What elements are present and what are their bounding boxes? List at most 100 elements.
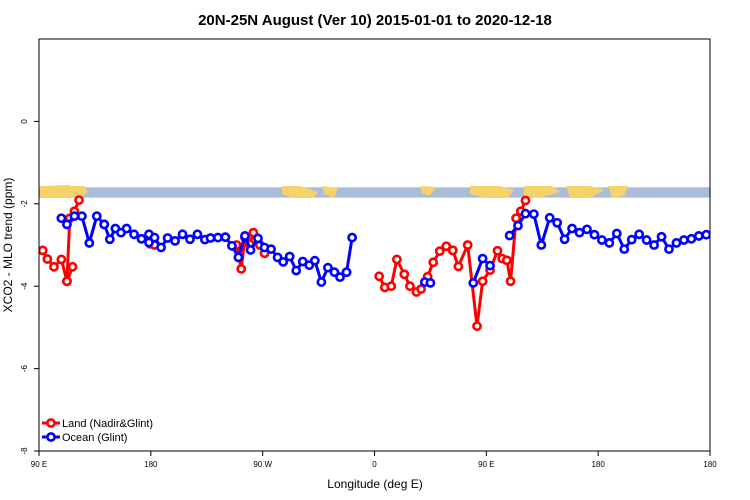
data-point bbox=[391, 254, 402, 265]
data-point bbox=[567, 223, 577, 234]
data-point bbox=[504, 230, 515, 241]
data-point bbox=[477, 276, 488, 287]
data-point bbox=[323, 262, 333, 273]
data-point bbox=[544, 212, 555, 223]
x-tick-label: 180 bbox=[144, 460, 158, 469]
data-point bbox=[39, 245, 48, 256]
data-point bbox=[253, 233, 263, 244]
legend: Land (Nadir&Glint) Ocean (Glint) bbox=[42, 418, 153, 444]
data-point bbox=[220, 232, 231, 243]
data-point bbox=[619, 244, 630, 255]
data-point bbox=[76, 211, 87, 222]
data-point bbox=[416, 284, 426, 294]
data-point bbox=[649, 240, 659, 250]
series-ocean bbox=[56, 208, 710, 288]
y-tick-label: -6 bbox=[20, 364, 29, 372]
y-axis: -8 -6 -4 -2 0 bbox=[20, 119, 39, 455]
data-point bbox=[69, 211, 80, 222]
map-land bbox=[608, 186, 628, 198]
x-tick-label: 90 E bbox=[31, 460, 47, 469]
data-point bbox=[552, 217, 563, 228]
legend-item-land: Land (Nadir&Glint) bbox=[42, 418, 153, 430]
data-point bbox=[192, 229, 203, 240]
data-point bbox=[99, 219, 110, 230]
data-point bbox=[671, 238, 682, 248]
data-point bbox=[245, 245, 256, 255]
legend-label-ocean: Ocean (Glint) bbox=[62, 432, 127, 444]
data-point bbox=[91, 211, 102, 222]
data-point bbox=[693, 231, 704, 241]
data-point bbox=[121, 223, 132, 234]
legend-label-land: Land (Nadir&Glint) bbox=[62, 418, 153, 430]
data-point bbox=[240, 231, 250, 241]
data-point bbox=[574, 227, 585, 238]
data-point bbox=[316, 277, 327, 287]
data-point bbox=[62, 276, 72, 287]
map-land bbox=[40, 185, 78, 198]
data-point bbox=[136, 233, 147, 244]
legend-marker-ocean bbox=[46, 432, 56, 442]
map-land bbox=[420, 186, 436, 196]
data-point bbox=[149, 232, 160, 243]
data-point bbox=[67, 261, 78, 272]
data-point bbox=[679, 235, 689, 245]
data-point bbox=[347, 232, 358, 243]
data-point bbox=[501, 255, 512, 266]
x-tick-label: 180 bbox=[591, 460, 605, 469]
data-point bbox=[472, 321, 482, 332]
data-point bbox=[236, 263, 247, 274]
data-point bbox=[309, 255, 320, 266]
data-point bbox=[278, 256, 289, 267]
data-point bbox=[520, 195, 531, 206]
data-point bbox=[641, 235, 652, 245]
data-point bbox=[284, 251, 295, 262]
data-point bbox=[162, 233, 173, 243]
data-point bbox=[170, 235, 180, 246]
data-point bbox=[84, 238, 95, 248]
data-point bbox=[104, 234, 115, 245]
data-point bbox=[441, 241, 452, 252]
data-point bbox=[341, 267, 352, 278]
legend-item-ocean: Ocean (Glint) bbox=[42, 432, 127, 444]
data-point bbox=[485, 260, 495, 271]
series-line bbox=[345, 237, 354, 273]
data-point bbox=[611, 228, 622, 239]
data-point bbox=[291, 265, 302, 276]
data-point bbox=[49, 261, 59, 272]
data-point bbox=[634, 229, 645, 240]
data-point bbox=[233, 252, 244, 263]
data-point bbox=[664, 244, 674, 255]
data-point bbox=[266, 244, 276, 255]
y-tick-label: -8 bbox=[20, 447, 29, 455]
data-point bbox=[335, 272, 345, 283]
data-point bbox=[701, 229, 710, 240]
data-point bbox=[582, 224, 592, 235]
y-axis-label: XCO2 - MLO trend (ppm) bbox=[1, 178, 15, 313]
data-point bbox=[62, 219, 72, 230]
map-land bbox=[470, 186, 514, 198]
map-ocean bbox=[39, 187, 710, 198]
data-point bbox=[399, 269, 410, 280]
data-point bbox=[536, 240, 547, 250]
map-land bbox=[524, 186, 560, 198]
data-point bbox=[447, 245, 458, 256]
data-point bbox=[205, 233, 216, 243]
data-point bbox=[656, 231, 667, 242]
data-point bbox=[686, 233, 697, 244]
data-point bbox=[520, 208, 531, 219]
data-point bbox=[477, 253, 488, 264]
data-point bbox=[177, 229, 188, 240]
data-point bbox=[462, 240, 473, 250]
data-point bbox=[528, 209, 539, 219]
data-point bbox=[227, 240, 237, 251]
y-tick-label: -4 bbox=[20, 282, 29, 290]
data-point bbox=[374, 271, 385, 282]
x-tick-label: 90 E bbox=[478, 460, 494, 469]
data-point bbox=[626, 234, 637, 245]
data-point bbox=[513, 220, 523, 231]
x-tick-label: 180 bbox=[703, 460, 717, 469]
world-map-strip bbox=[39, 185, 710, 198]
x-tick-label: 90 W bbox=[253, 460, 272, 469]
x-tick-label: 0 bbox=[372, 460, 377, 469]
